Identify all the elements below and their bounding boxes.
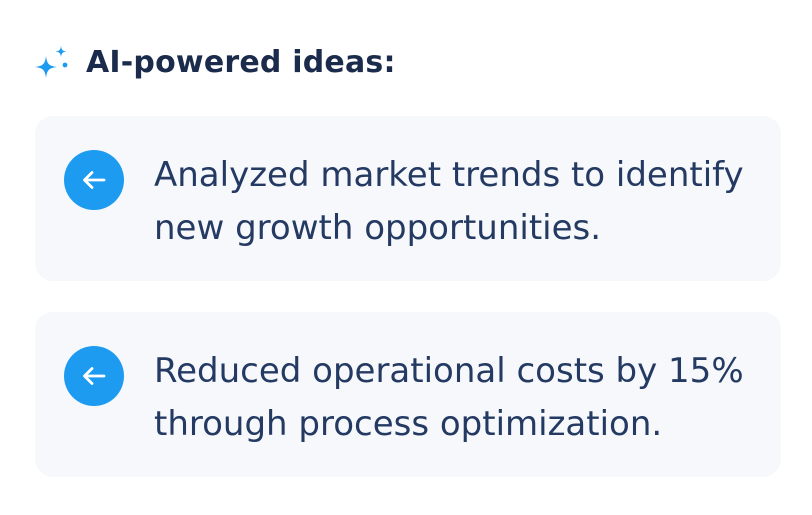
arrow-left-icon: [83, 367, 106, 385]
panel-title: AI-powered ideas:: [86, 45, 396, 80]
arrow-left-icon: [83, 171, 106, 189]
sparkle-icon: [35, 46, 68, 78]
use-idea-button[interactable]: [64, 346, 124, 406]
idea-card: Reduced operational costs by 15% through…: [35, 312, 781, 477]
use-idea-button[interactable]: [64, 150, 124, 210]
panel-header: AI-powered ideas:: [32, 40, 396, 86]
idea-text: Analyzed market trends to identify new g…: [154, 155, 744, 248]
idea-card: Analyzed market trends to identify new g…: [35, 116, 781, 281]
idea-text: Reduced operational costs by 15% through…: [154, 351, 744, 444]
